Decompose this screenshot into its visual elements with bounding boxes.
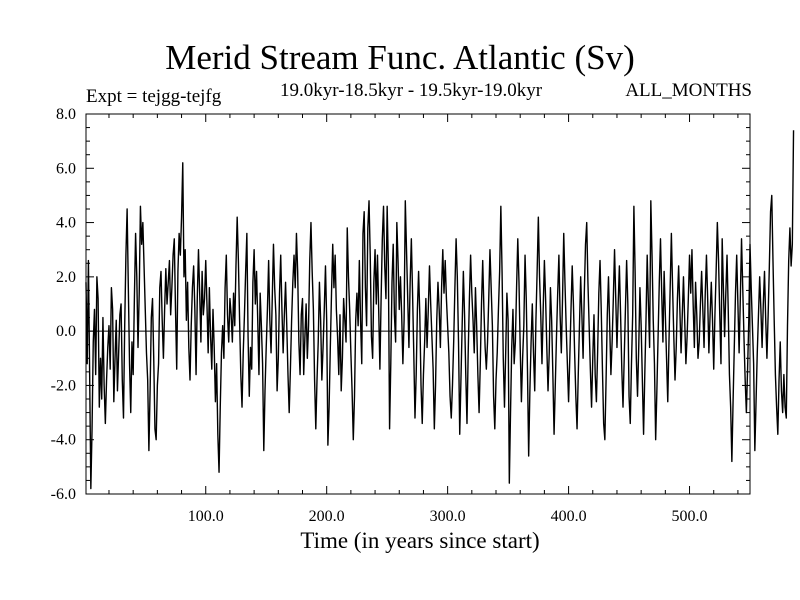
y-tick-label: -6.0: [51, 486, 76, 503]
y-tick-label: 4.0: [56, 215, 76, 232]
x-tick-label: 300.0: [430, 508, 466, 525]
y-tick-label: -4.0: [51, 432, 76, 449]
x-tick-label: 100.0: [188, 508, 224, 525]
y-tick-label: 2.0: [56, 269, 76, 286]
y-tick-label: 0.0: [56, 323, 76, 340]
y-tick-label: 6.0: [56, 160, 76, 177]
chart-title: Merid Stream Func. Atlantic (Sv): [165, 38, 635, 77]
x-tick-label: 500.0: [672, 508, 708, 525]
series-line-0: [85, 130, 795, 490]
x-tick-label: 400.0: [551, 508, 587, 525]
y-tick-label: 8.0: [56, 106, 76, 123]
x-tick-label: 200.0: [309, 508, 345, 525]
experiment-label: Expt = tejgg-tejfg: [86, 86, 222, 107]
x-axis-label: Time (in years since start): [300, 528, 540, 553]
chart-subtitle: 19.0kyr-18.5kyr - 19.5kyr-19.0kyr: [280, 80, 543, 101]
y-tick-label: -2.0: [51, 377, 76, 394]
period-label: ALL_MONTHS: [625, 80, 752, 101]
